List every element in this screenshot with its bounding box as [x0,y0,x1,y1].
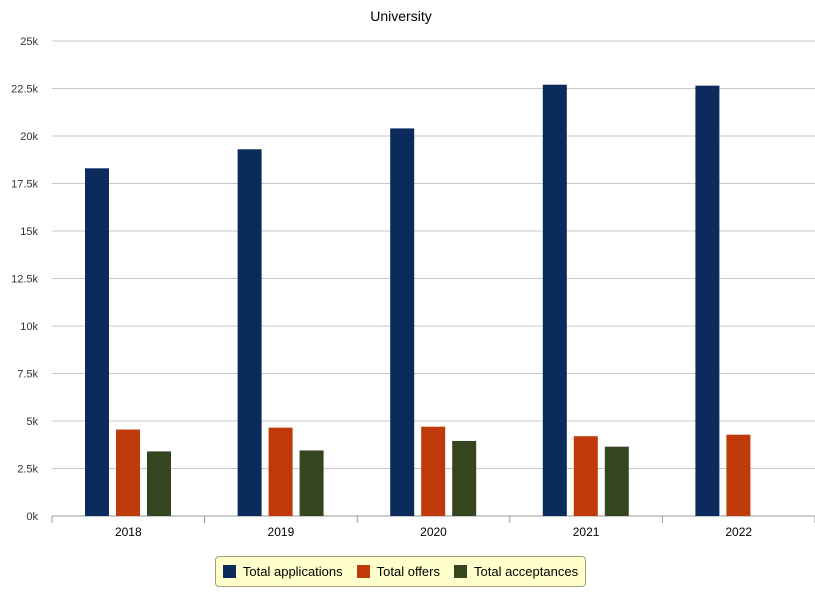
y-tick-label: 2.5k [17,464,38,476]
gridlines [52,40,815,469]
bar-total-applications-2021 [542,84,567,516]
legend-swatch-acceptances [454,565,467,578]
y-tick-label: 5k [26,416,38,428]
bar-total-acceptances-2020 [452,440,477,516]
bar-total-applications-2022 [695,85,720,517]
y-tick-label: 10k [20,321,38,333]
legend: Total applications Total offers Total ac… [215,556,586,587]
legend-item-applications: Total applications [222,564,343,579]
legend-label-applications: Total applications [242,564,343,579]
x-tick-label: 2021 [573,525,600,539]
x-tick-label: 2020 [420,525,447,539]
bar-total-offers-2022 [726,434,751,516]
bar-total-applications-2019 [237,149,262,517]
bar-total-offers-2018 [116,429,140,516]
bar-total-acceptances-2021 [604,446,629,516]
legend-label-offers: Total offers [376,564,440,579]
y-tick-label: 25k [20,36,38,48]
y-tick-label: 12.5k [11,274,38,286]
legend-label-acceptances: Total acceptances [474,564,579,579]
bar-total-acceptances-2018 [147,451,171,516]
bar-total-offers-2020 [421,426,446,516]
x-tick-label: 2019 [268,525,295,539]
bar-total-applications-2018 [85,168,109,517]
bar-total-applications-2020 [390,128,415,516]
bars [85,84,751,517]
y-tick-label: 20k [20,131,38,143]
y-tick-label: 22.5k [11,84,38,96]
y-tick-label: 7.5k [17,369,38,381]
legend-swatch-offers [356,565,370,578]
bar-total-acceptances-2019 [299,450,324,516]
y-tick-label: 0k [26,511,38,523]
bar-total-offers-2021 [573,436,598,516]
y-tick-label: 15k [20,226,38,238]
bar-total-offers-2019 [268,427,293,516]
x-tick-label: 2018 [115,525,142,539]
legend-swatch-applications [222,565,236,578]
chart-title: University [370,8,431,24]
y-tick-label: 17.5k [11,179,38,191]
legend-item-acceptances: Total acceptances [454,564,578,579]
x-tick-label: 2022 [725,525,752,539]
legend-item-offers: Total offers [356,564,440,579]
